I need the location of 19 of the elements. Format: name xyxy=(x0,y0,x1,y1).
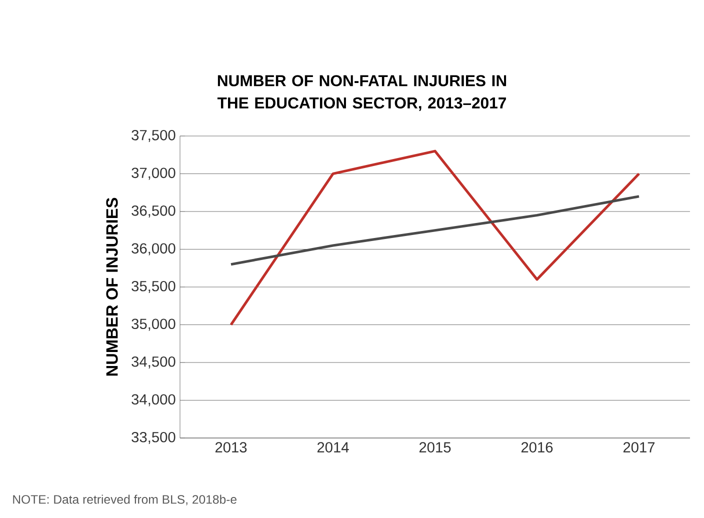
x-tick-label: 2014 xyxy=(317,442,349,452)
text: NOTE: Data retrieved from BLS, 2018b-e xyxy=(13,494,236,506)
y-tick-label: 34,000 xyxy=(132,394,176,406)
y-tick-label: 37,000 xyxy=(132,168,176,180)
y-tick-label: 33,500 xyxy=(132,432,176,444)
x-tick-label: 2016 xyxy=(521,442,553,452)
x-tick-label: 2017 xyxy=(623,442,655,452)
y-tick-label: 35,500 xyxy=(132,280,176,294)
chart-title: NUMBER OF NON-FATAL INJURIES IN THE EDUCATION SECTOR, 2013–2017 xyxy=(217,75,506,111)
y-tick-label: 35,000 xyxy=(132,318,176,331)
line-series xyxy=(230,150,640,326)
x-tick-label: 2015 xyxy=(419,442,451,452)
y-tick-label: 34,500 xyxy=(132,356,176,369)
y-tick-label: 36,500 xyxy=(132,205,176,218)
y-axis-title: NUMBER OF INJURIES xyxy=(106,198,118,376)
y-tick-label: 36,000 xyxy=(132,243,176,256)
y-tick-label: 37,500 xyxy=(132,130,176,142)
line-series xyxy=(230,195,640,266)
x-tick-label: 2013 xyxy=(215,442,247,452)
